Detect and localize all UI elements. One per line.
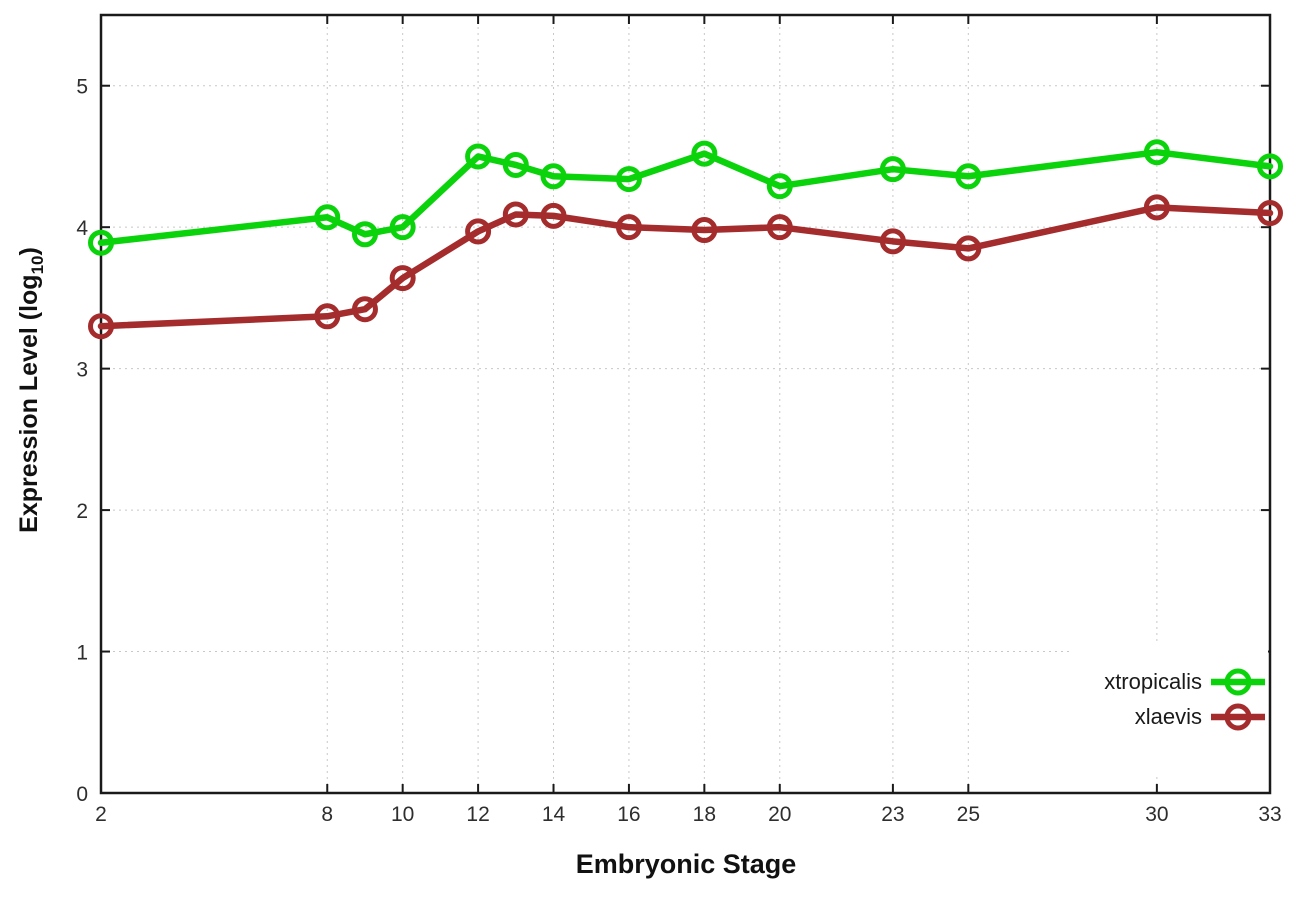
x-tick-label: 23 — [881, 803, 904, 826]
marker-xtropicalis — [615, 166, 642, 193]
y-tick-label: 5 — [76, 76, 88, 99]
marker-xlaevis — [540, 202, 567, 229]
marker-xlaevis — [389, 265, 416, 292]
y-tick-label: 3 — [76, 359, 88, 382]
marker-xlaevis — [879, 228, 906, 255]
marker-xtropicalis — [1143, 139, 1170, 166]
marker-xlaevis — [314, 303, 341, 330]
marker-xlaevis — [1143, 194, 1170, 221]
x-tick-label: 14 — [542, 803, 566, 826]
y-axis-label-subscript: 10 — [28, 255, 47, 275]
x-tick-label: 16 — [617, 803, 640, 826]
marker-xlaevis — [691, 217, 718, 244]
y-tick-label: 1 — [76, 642, 88, 665]
legend-item-xlaevis: xlaevis — [1135, 702, 1268, 732]
x-tick-label: 8 — [321, 803, 333, 826]
marker-xlaevis — [351, 296, 378, 323]
marker-xtropicalis — [955, 163, 982, 190]
x-tick-label: 20 — [768, 803, 791, 826]
y-tick-label: 4 — [76, 217, 88, 240]
plot-frame — [99, 13, 1272, 795]
marker-xlaevis — [955, 235, 982, 262]
marker-xtropicalis — [1257, 153, 1283, 180]
legend: xtropicalis xlaevis — [1072, 643, 1268, 775]
y-axis-label-suffix: ) — [15, 247, 43, 256]
marker-xtropicalis — [314, 204, 341, 231]
marker-xtropicalis — [88, 229, 114, 256]
x-axis-label: Embryonic Stage — [575, 849, 797, 879]
marker-xlaevis — [465, 218, 492, 245]
x-tick-label: 33 — [1258, 803, 1281, 826]
legend-marker-xtropicalis-icon — [1211, 668, 1265, 696]
x-tick-label: 30 — [1145, 803, 1168, 826]
y-axis-label-text: Expression Level (log — [15, 274, 43, 533]
marker-xlaevis — [1257, 200, 1283, 227]
marker-xlaevis — [615, 214, 642, 241]
marker-xtropicalis — [691, 140, 718, 167]
legend-label-xtropicalis: xtropicalis — [1104, 669, 1202, 694]
marker-xlaevis — [502, 201, 529, 228]
x-tick-label: 12 — [466, 803, 489, 826]
marker-xtropicalis — [351, 221, 378, 248]
marker-xtropicalis — [540, 163, 567, 190]
marker-xtropicalis — [502, 151, 529, 178]
marker-xlaevis — [766, 214, 793, 241]
legend-marker-xlaevis-icon — [1211, 703, 1265, 731]
legend-item-xtropicalis: xtropicalis — [1104, 667, 1268, 697]
x-tick-label: 18 — [693, 803, 716, 826]
legend-label-xlaevis: xlaevis — [1134, 704, 1202, 729]
y-axis-label: Expression Level (log10) — [11, 180, 47, 600]
x-tick-label: 2 — [95, 803, 107, 826]
y-tick-label: 2 — [76, 500, 88, 523]
marker-xlaevis — [88, 313, 114, 340]
x-tick-label: 10 — [391, 803, 414, 826]
x-tick-label: 25 — [957, 803, 980, 826]
marker-xtropicalis — [389, 214, 416, 241]
marker-xtropicalis — [766, 173, 793, 200]
marker-xtropicalis — [465, 143, 492, 170]
y-tick-label: 0 — [76, 783, 88, 806]
marker-xtropicalis — [879, 156, 906, 183]
